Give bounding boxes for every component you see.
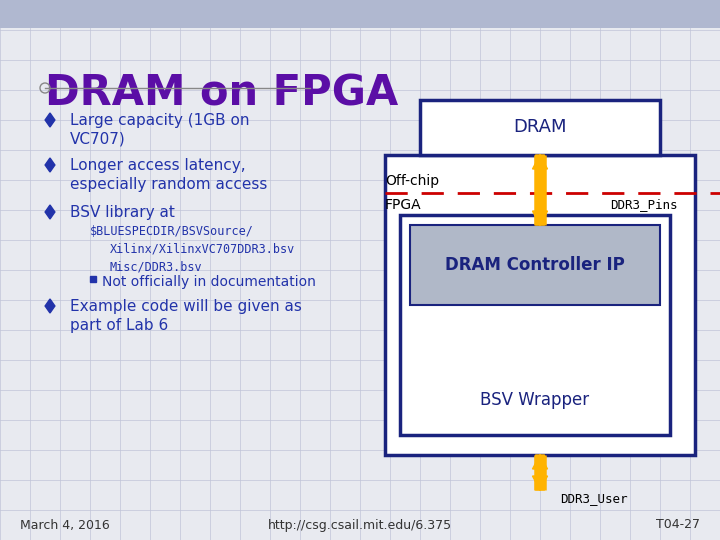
Text: Off-chip: Off-chip	[385, 174, 439, 188]
Text: T04-27: T04-27	[656, 518, 700, 531]
Text: BSV library at: BSV library at	[70, 205, 175, 220]
Text: DDR3_Pins: DDR3_Pins	[610, 198, 678, 211]
Polygon shape	[45, 299, 55, 313]
Polygon shape	[45, 205, 55, 219]
FancyBboxPatch shape	[420, 100, 660, 155]
Text: FPGA: FPGA	[385, 198, 422, 212]
Text: Misc/DDR3.bsv: Misc/DDR3.bsv	[110, 260, 202, 273]
FancyArrow shape	[533, 455, 547, 469]
Text: DDR3_User: DDR3_User	[560, 492, 628, 505]
Text: Xilinx/XilinxVC707DDR3.bsv: Xilinx/XilinxVC707DDR3.bsv	[110, 243, 295, 256]
Bar	[90, 276, 96, 282]
FancyArrow shape	[533, 155, 547, 169]
Polygon shape	[45, 158, 55, 172]
FancyArrow shape	[533, 211, 547, 225]
FancyArrow shape	[533, 476, 547, 490]
FancyBboxPatch shape	[400, 215, 670, 435]
Text: DRAM on FPGA: DRAM on FPGA	[45, 72, 398, 114]
Text: Example code will be given as
part of Lab 6: Example code will be given as part of La…	[70, 299, 302, 333]
FancyBboxPatch shape	[385, 155, 695, 455]
Text: DRAM Controller IP: DRAM Controller IP	[445, 256, 625, 274]
Polygon shape	[45, 113, 55, 127]
Text: Not officially in documentation: Not officially in documentation	[102, 275, 316, 289]
Text: http://csg.csail.mit.edu/6.375: http://csg.csail.mit.edu/6.375	[268, 518, 452, 531]
Text: Large capacity (1GB on
VC707): Large capacity (1GB on VC707)	[70, 113, 250, 146]
FancyBboxPatch shape	[0, 0, 720, 28]
Text: Longer access latency,
especially random access: Longer access latency, especially random…	[70, 158, 267, 192]
FancyBboxPatch shape	[410, 225, 660, 305]
Text: March 4, 2016: March 4, 2016	[20, 518, 109, 531]
Text: BSV Wrapper: BSV Wrapper	[480, 391, 590, 409]
Text: $BLUESPECDIR/BSVSource/: $BLUESPECDIR/BSVSource/	[90, 225, 254, 238]
Text: DRAM: DRAM	[513, 118, 567, 137]
